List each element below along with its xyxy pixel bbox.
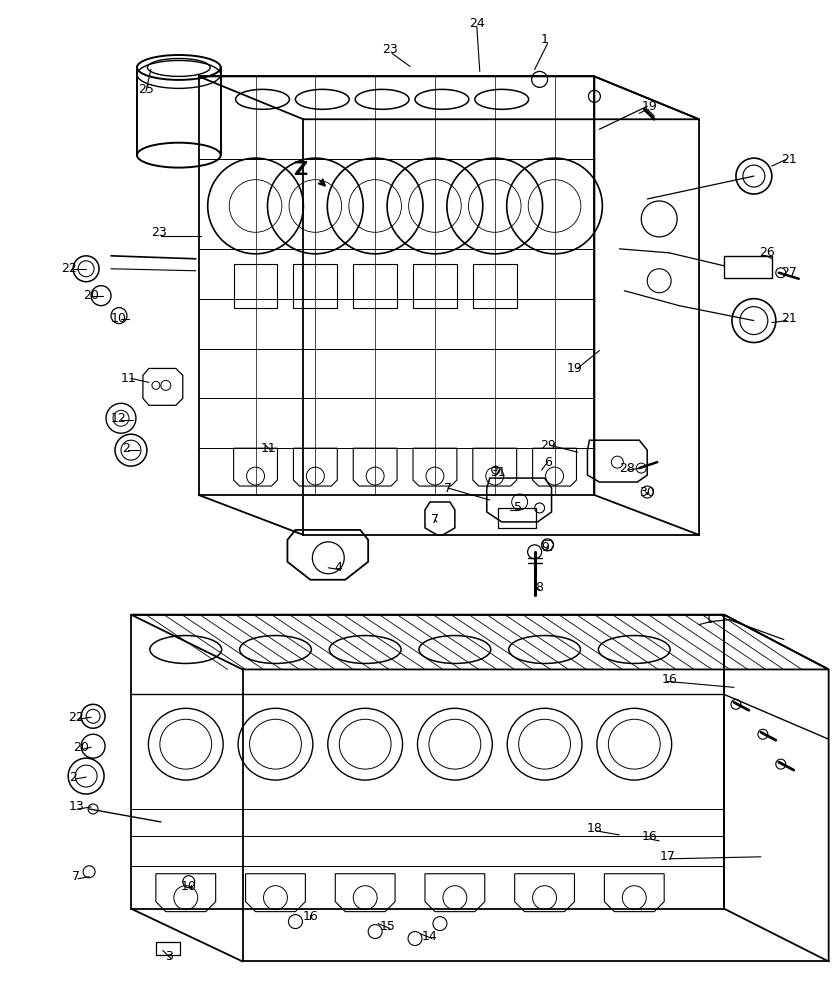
Text: 2: 2: [122, 442, 130, 455]
Text: 22: 22: [69, 711, 84, 724]
Bar: [497, 508, 536, 528]
Text: 17: 17: [660, 850, 675, 863]
Text: 15: 15: [380, 920, 396, 933]
Text: 5: 5: [513, 501, 522, 514]
Text: 9: 9: [542, 541, 549, 554]
Text: 8: 8: [536, 581, 543, 594]
Text: 19: 19: [641, 100, 657, 113]
Text: 25: 25: [138, 83, 154, 96]
Text: 11: 11: [121, 372, 137, 385]
Text: 24: 24: [469, 17, 485, 30]
Bar: [473, 264, 517, 308]
Text: 10: 10: [111, 312, 127, 325]
Text: 4: 4: [334, 561, 342, 574]
Text: 19: 19: [567, 362, 583, 375]
Text: 3: 3: [165, 950, 173, 963]
Text: 14: 14: [422, 930, 438, 943]
Text: 16: 16: [303, 910, 319, 923]
Text: 16: 16: [641, 830, 657, 843]
Text: 11: 11: [261, 442, 277, 455]
Text: 23: 23: [382, 43, 398, 56]
Bar: [233, 264, 278, 308]
Text: 21: 21: [781, 312, 797, 325]
Text: 23: 23: [151, 226, 166, 239]
Text: 2: 2: [69, 771, 77, 784]
Text: 27: 27: [781, 266, 797, 279]
Text: 10: 10: [181, 880, 196, 893]
Text: 1: 1: [541, 33, 548, 46]
Text: 6: 6: [543, 456, 552, 469]
Text: Z: Z: [293, 160, 308, 179]
Bar: [354, 264, 397, 308]
Text: 20: 20: [74, 741, 89, 754]
Bar: [293, 264, 337, 308]
Text: 28: 28: [619, 462, 635, 475]
Text: 31: 31: [490, 466, 506, 479]
Bar: [155, 942, 180, 955]
Text: 26: 26: [759, 246, 775, 259]
Text: 21: 21: [781, 153, 797, 166]
Text: 16: 16: [661, 673, 677, 686]
Text: 13: 13: [69, 800, 84, 813]
Text: 22: 22: [61, 262, 77, 275]
Text: 30: 30: [640, 486, 655, 499]
Text: 1: 1: [705, 613, 713, 626]
Text: 7: 7: [431, 513, 439, 526]
Text: 29: 29: [540, 439, 555, 452]
Text: 12: 12: [111, 412, 127, 425]
Bar: [413, 264, 456, 308]
Text: 18: 18: [587, 822, 603, 835]
Text: 7: 7: [72, 870, 80, 883]
Bar: [724, 256, 772, 278]
Text: 20: 20: [83, 289, 99, 302]
Text: 7: 7: [444, 482, 452, 495]
